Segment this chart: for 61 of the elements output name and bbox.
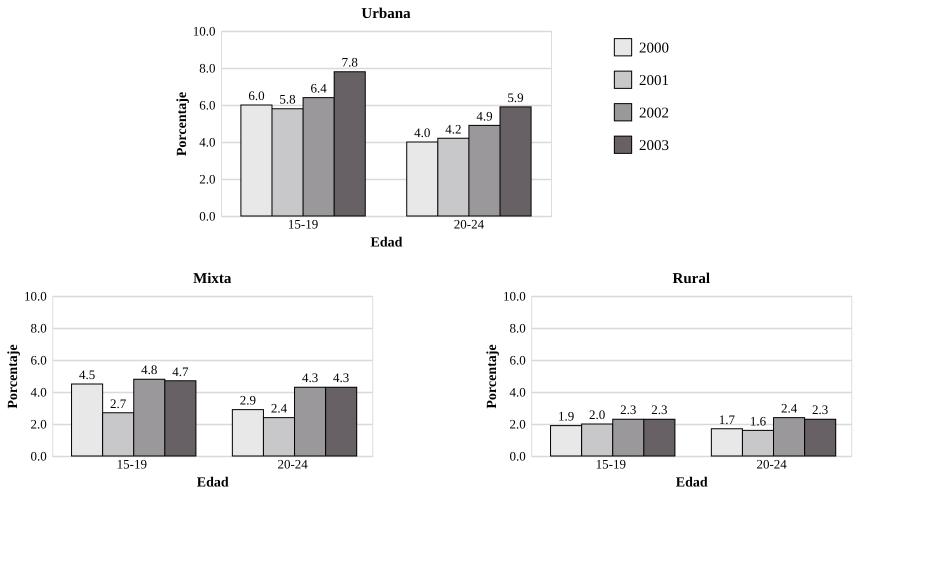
y-tick-label: 8.0 (199, 60, 216, 76)
y-tick-label: 2.0 (30, 416, 47, 432)
legend-label: 2002 (639, 105, 669, 122)
data-label: 4.9 (476, 108, 493, 124)
y-tick-label: 8.0 (510, 320, 526, 336)
data-label: 6.4 (310, 80, 328, 96)
data-label: 2.3 (620, 402, 636, 418)
data-label: 7.8 (342, 54, 358, 70)
data-label: 2.0 (589, 407, 606, 422)
data-label: 5.9 (507, 90, 524, 105)
y-axis-title: Porcentaje (485, 344, 500, 409)
x-tick-label: 15-19 (596, 456, 626, 472)
chart-title: Mixta (193, 271, 232, 287)
x-tick-label: 15-19 (116, 456, 148, 472)
x-tick-label: 20-24 (277, 456, 308, 472)
legend-label: 2000 (639, 40, 669, 56)
data-label: 2.9 (240, 392, 256, 408)
chart-title: Rural (672, 271, 710, 287)
data-label: 1.7 (718, 412, 736, 427)
x-tick-label: 20-24 (756, 456, 788, 472)
data-label: 4.8 (141, 362, 158, 378)
data-label: 6.0 (248, 88, 265, 103)
data-label: 5.8 (279, 92, 296, 107)
data-label: 4.5 (78, 367, 96, 382)
y-tick-label: 4.0 (199, 134, 216, 150)
y-tick-label: 0.0 (199, 208, 216, 224)
y-tick-label: 2.0 (199, 172, 216, 186)
legend-label: 2003 (639, 138, 669, 154)
y-tick-label: 10.0 (192, 24, 216, 38)
y-tick-label: 4.0 (30, 384, 47, 400)
data-label: 1.6 (750, 413, 767, 428)
data-label: 4.3 (302, 370, 318, 386)
data-label: 4.0 (414, 125, 430, 140)
y-tick-label: 0.0 (510, 448, 526, 464)
y-axis-title: Porcentaje (6, 344, 21, 409)
chart-title: Urbana (361, 6, 412, 22)
x-axis-title: Edad (370, 236, 403, 250)
data-label: 2.7 (110, 396, 127, 411)
data-label: 2.3 (812, 402, 828, 418)
y-tick-label: 10.0 (24, 288, 47, 304)
y-tick-label: 4.0 (510, 384, 526, 400)
y-tick-label: 2.0 (510, 416, 526, 432)
data-label: 1.9 (558, 408, 574, 424)
x-tick-label: 15-19 (288, 216, 318, 232)
y-tick-label: 6.0 (30, 352, 47, 368)
data-label: 4.7 (172, 364, 189, 379)
y-tick-label: 10.0 (503, 288, 526, 304)
data-label: 4.2 (445, 121, 462, 136)
x-axis-title: Edad (196, 476, 229, 490)
y-tick-label: 8.0 (30, 320, 47, 336)
data-label: 4.3 (333, 370, 350, 386)
y-tick-label: 0.0 (30, 448, 47, 464)
data-label: 2.4 (270, 400, 288, 416)
x-axis-title: Edad (676, 476, 708, 490)
y-tick-label: 6.0 (510, 352, 526, 368)
y-axis-title: Porcentaje (174, 92, 190, 156)
data-label: 2.4 (780, 400, 798, 416)
data-label: 2.3 (651, 402, 668, 418)
legend-label: 2001 (639, 72, 669, 89)
x-tick-label: 20-24 (454, 216, 485, 232)
y-tick-label: 6.0 (199, 98, 216, 112)
